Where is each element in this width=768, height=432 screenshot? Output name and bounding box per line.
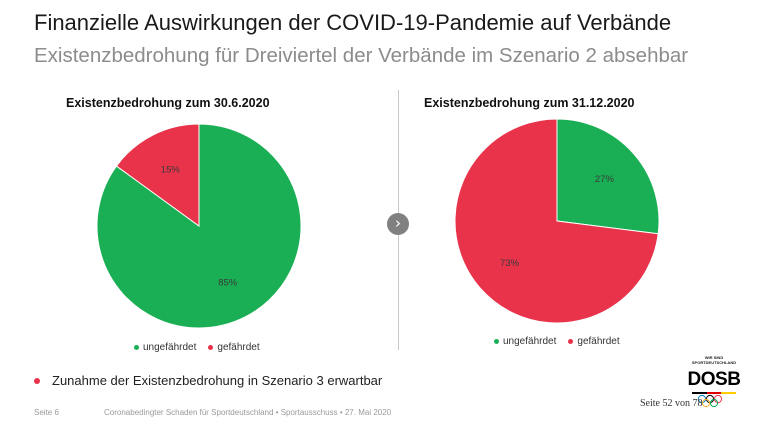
chevron-right-icon: › xyxy=(387,213,409,235)
logo-flag xyxy=(692,392,737,394)
pie-data-label: 27% xyxy=(595,174,615,185)
legend-dot-red xyxy=(208,345,214,350)
olympic-rings-icon xyxy=(697,394,723,408)
pie-chart-1: 85% 15% xyxy=(96,123,302,329)
bullet-dot xyxy=(34,377,40,384)
logo-tagline-2: SPORTDEUTSCHLAND xyxy=(691,359,737,365)
page-count: Seite 52 von 78 xyxy=(640,398,703,409)
chart-1-title: Existenzbedrohung zum 30.6.2020 xyxy=(66,96,270,110)
legend-label: gefährdet xyxy=(217,342,260,353)
legend-item-endangered: gefährdet xyxy=(208,342,260,353)
pie-slice-endangered xyxy=(454,118,659,324)
chart-1-legend: ungefährdet gefährdet xyxy=(134,342,272,353)
legend-label: ungefährdet xyxy=(503,336,557,347)
pie-data-label: 73% xyxy=(500,258,520,269)
pie-chart-2: 27% 73% xyxy=(454,118,660,324)
footer-page: Seite 6 xyxy=(34,408,59,417)
logo-wordmark: DOSB xyxy=(687,369,741,390)
legend-dot-green xyxy=(134,345,139,350)
bullet-point: Zunahme der Existenzbedrohung in Szenari… xyxy=(34,373,382,388)
legend-item-safe: ungefährdet xyxy=(494,336,556,347)
legend-dot-green xyxy=(494,339,499,344)
pie-data-label: 15% xyxy=(161,165,181,176)
logo-tagline-1: WIR SIND xyxy=(704,355,724,360)
legend-item-endangered: gefährdet xyxy=(568,336,620,347)
legend-label: ungefährdet xyxy=(143,342,197,353)
chart-2-legend: ungefährdet gefährdet xyxy=(494,336,632,347)
slide-subtitle: Existenzbedrohung für Dreiviertel der Ve… xyxy=(34,44,689,67)
pie-slice-safe xyxy=(556,118,660,235)
chart-2-title: Existenzbedrohung zum 31.12.2020 xyxy=(424,96,635,110)
slide-title: Finanzielle Auswirkungen der COVID-19-Pa… xyxy=(34,10,672,35)
bullet-text: Zunahme der Existenzbedrohung in Szenari… xyxy=(52,373,383,388)
pie-data-label: 85% xyxy=(218,277,238,288)
dosb-logo: WIR SIND SPORTDEUTSCHLAND DOSB xyxy=(686,355,742,418)
legend-item-safe: ungefährdet xyxy=(134,342,196,353)
footer-source: Coronabedingter Schaden für Sportdeutsch… xyxy=(104,408,392,417)
legend-label: gefährdet xyxy=(577,336,620,347)
legend-dot-red xyxy=(568,339,574,344)
pie-slice-endangered xyxy=(115,123,200,227)
